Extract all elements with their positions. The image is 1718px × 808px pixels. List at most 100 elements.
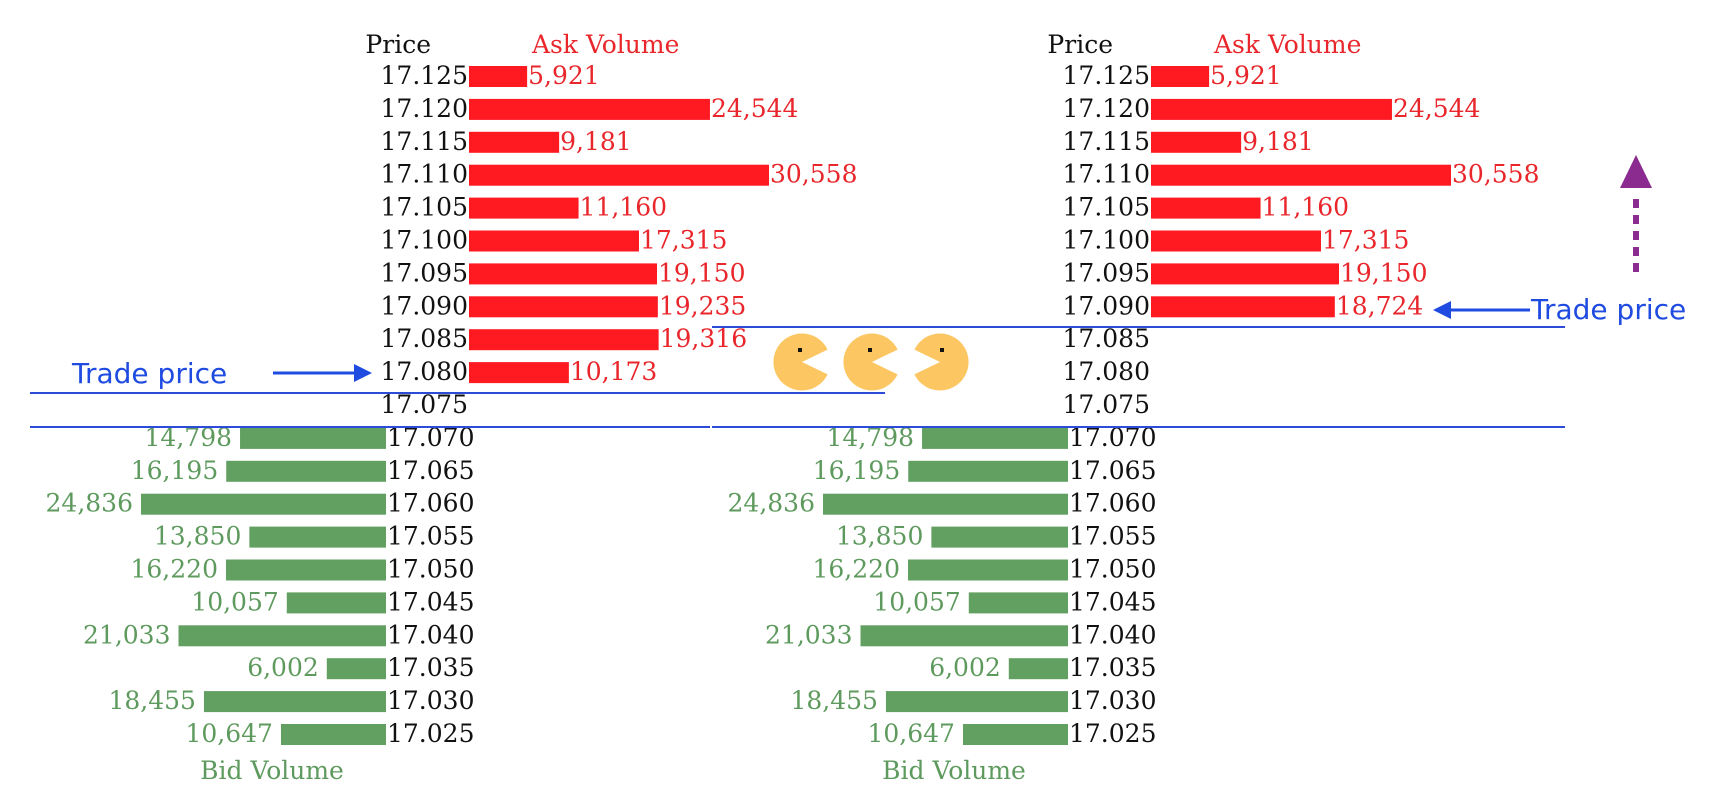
ask-bar bbox=[1151, 98, 1392, 120]
price-level-label: 17.100 bbox=[381, 226, 468, 255]
ask-volume-label: 18,724 bbox=[1336, 291, 1423, 320]
price-up-arrow-icon bbox=[1620, 155, 1652, 272]
bid-bar bbox=[240, 427, 386, 449]
bid-volume-header-right: Bid Volume bbox=[882, 756, 1026, 785]
ask-bar bbox=[1151, 263, 1340, 285]
ask-bar bbox=[1151, 164, 1451, 186]
ask-bar bbox=[469, 131, 560, 153]
price-level-label: 17.100 bbox=[1063, 226, 1150, 255]
trade-price-label-right: Trade price bbox=[1530, 293, 1686, 326]
ask-volume-label: 24,544 bbox=[711, 94, 798, 123]
ask-volume-label: 5,921 bbox=[528, 61, 600, 90]
pacman-icon bbox=[773, 333, 828, 391]
ask-bar bbox=[1151, 197, 1261, 219]
order-book-layer: 17.125 17.120 17.115 17.110 17.105 17.100 17.0… bbox=[46, 61, 1540, 748]
ask-bar bbox=[469, 296, 658, 318]
price-level-label: 17.065 bbox=[1069, 456, 1156, 485]
bid-bar bbox=[908, 460, 1068, 482]
bid-volume-label: 10,647 bbox=[185, 719, 272, 748]
bid-bar bbox=[931, 526, 1068, 548]
price-level-label: 17.055 bbox=[387, 522, 474, 551]
arrow-left-icon bbox=[1433, 301, 1530, 319]
ask-bar bbox=[469, 230, 639, 252]
price-level-label: 17.115 bbox=[1063, 127, 1150, 156]
price-level-label: 17.045 bbox=[1069, 587, 1156, 616]
price-level-label: 17.060 bbox=[387, 489, 474, 518]
ask-volume-label: 19,316 bbox=[660, 324, 747, 353]
bid-volume-label: 6,002 bbox=[929, 653, 1001, 682]
bid-volume-label: 24,836 bbox=[728, 489, 815, 518]
price-level-label: 17.075 bbox=[381, 390, 468, 419]
arrow-right-icon bbox=[273, 364, 372, 382]
bid-volume-label: 10,647 bbox=[867, 719, 954, 748]
ask-volume-label: 10,173 bbox=[570, 357, 657, 386]
bid-bar bbox=[962, 724, 1068, 745]
price-header-left: Price bbox=[365, 30, 431, 59]
price-level-label: 17.085 bbox=[1063, 324, 1150, 353]
price-level-label: 17.030 bbox=[1069, 686, 1156, 715]
bid-bar bbox=[178, 625, 386, 647]
price-level-label: 17.110 bbox=[1063, 160, 1150, 189]
ask-bar bbox=[469, 164, 769, 186]
price-level-label: 17.110 bbox=[381, 160, 468, 189]
ask-volume-label: 11,160 bbox=[580, 193, 667, 222]
price-level-label: 17.105 bbox=[1063, 193, 1150, 222]
pacman-icon bbox=[843, 333, 898, 391]
price-level-label: 17.025 bbox=[387, 719, 474, 748]
bid-volume-label: 16,220 bbox=[131, 555, 218, 584]
bid-volume-label: 6,002 bbox=[247, 653, 319, 682]
ask-volume-label: 19,150 bbox=[658, 258, 745, 287]
price-level-label: 17.040 bbox=[387, 620, 474, 649]
bid-bar bbox=[141, 493, 386, 515]
pacman-icon bbox=[914, 333, 969, 391]
ask-bar bbox=[469, 263, 658, 285]
ask-bar bbox=[1151, 131, 1242, 153]
price-level-label: 17.030 bbox=[387, 686, 474, 715]
ask-volume-label: 30,558 bbox=[770, 160, 857, 189]
ask-bar bbox=[469, 66, 528, 87]
bid-volume-label: 13,850 bbox=[836, 522, 923, 551]
ask-volume-label: 19,235 bbox=[659, 291, 746, 320]
ask-volume-label: 17,315 bbox=[640, 226, 727, 255]
bid-bar bbox=[249, 526, 386, 548]
bid-bar bbox=[968, 592, 1068, 614]
bid-volume-label: 16,195 bbox=[813, 456, 900, 485]
bid-volume-label: 18,455 bbox=[108, 686, 195, 715]
price-level-label: 17.095 bbox=[381, 258, 468, 287]
bid-bar bbox=[286, 592, 386, 614]
bid-bar bbox=[1008, 658, 1068, 680]
price-level-label: 17.105 bbox=[381, 193, 468, 222]
bid-bar bbox=[860, 625, 1068, 647]
price-level-label: 17.035 bbox=[387, 653, 474, 682]
bid-volume-label: 13,850 bbox=[154, 522, 241, 551]
price-header-right: Price bbox=[1047, 30, 1113, 59]
ask-bar bbox=[1151, 230, 1321, 252]
bid-volume-header-left: Bid Volume bbox=[200, 756, 344, 785]
ask-bar bbox=[1151, 66, 1210, 87]
trade-price-label-left: Trade price bbox=[71, 357, 227, 390]
price-level-label: 17.075 bbox=[1063, 390, 1150, 419]
price-level-label: 17.090 bbox=[1063, 291, 1150, 320]
ask-volume-label: 5,921 bbox=[1210, 61, 1282, 90]
ask-bar bbox=[1151, 296, 1335, 318]
ask-bar bbox=[469, 197, 579, 219]
bid-bar bbox=[922, 427, 1068, 449]
ask-volume-label: 24,544 bbox=[1393, 94, 1480, 123]
ask-volume-label: 30,558 bbox=[1452, 160, 1539, 189]
price-level-label: 17.060 bbox=[1069, 489, 1156, 518]
bid-volume-label: 10,057 bbox=[191, 587, 278, 616]
bid-bar bbox=[225, 559, 386, 581]
price-level-label: 17.125 bbox=[1063, 61, 1150, 90]
price-level-label: 17.085 bbox=[381, 324, 468, 353]
price-level-label: 17.120 bbox=[381, 94, 468, 123]
bid-volume-label: 16,195 bbox=[131, 456, 218, 485]
ask-volume-header-right: Ask Volume bbox=[1213, 30, 1361, 59]
bid-volume-label: 24,836 bbox=[46, 489, 133, 518]
price-level-label: 17.115 bbox=[381, 127, 468, 156]
bid-volume-label: 16,220 bbox=[813, 555, 900, 584]
ask-volume-label: 17,315 bbox=[1322, 226, 1409, 255]
bid-bar bbox=[226, 460, 386, 482]
bid-volume-label: 18,455 bbox=[790, 686, 877, 715]
price-level-label: 17.065 bbox=[387, 456, 474, 485]
